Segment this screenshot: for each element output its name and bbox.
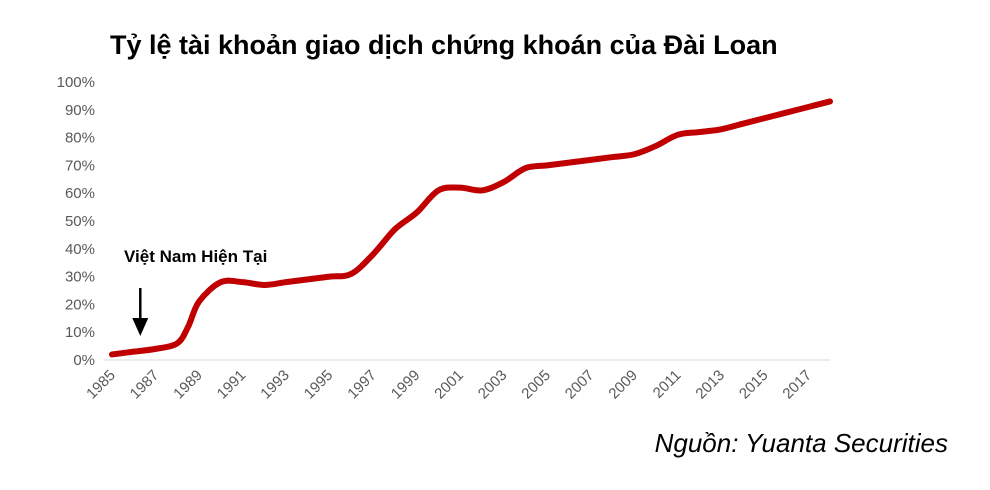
y-tick-label: 30%: [65, 269, 95, 286]
x-tick-label: 2007: [562, 367, 598, 403]
x-tick-label: 2003: [475, 367, 511, 403]
y-tick-label: 80%: [65, 130, 95, 147]
x-tick-label: 2001: [431, 367, 467, 403]
y-axis-tick-labels: 0% 10% 20% 30% 40% 50% 60% 70% 80% 90% 100%: [57, 74, 95, 369]
y-tick-label: 0%: [73, 352, 95, 369]
annotation-layer: Việt Nam Hiện Tại: [124, 247, 267, 336]
annotation-arrow-head: [132, 318, 149, 336]
x-tick-label: 2017: [779, 367, 815, 403]
x-tick-label: 1993: [257, 367, 293, 403]
y-tick-label: 100%: [57, 74, 95, 91]
y-tick-label: 90%: [65, 102, 95, 119]
y-tick-label: 70%: [65, 157, 95, 174]
x-tick-label: 1991: [214, 367, 250, 403]
series-layer: [109, 98, 833, 358]
annotation-label: Việt Nam Hiện Tại: [124, 247, 267, 266]
x-tick-label: 1987: [127, 367, 163, 403]
x-tick-label: 1989: [170, 367, 206, 403]
x-tick-label: 2005: [518, 367, 554, 403]
chart-title: Tỷ lệ tài khoản giao dịch chứng khoán củ…: [110, 30, 778, 60]
x-tick-label: 1997: [344, 367, 380, 403]
x-axis-tick-labels: 1985 1987 1989 1991 1993 1995 1997 1999 2001 2003…: [83, 367, 815, 403]
y-tick-label: 50%: [65, 213, 95, 230]
series-line: [109, 98, 833, 358]
x-tick-label: 2011: [650, 367, 685, 402]
x-tick-label: 1999: [388, 367, 424, 403]
x-tick-label: 2013: [692, 367, 728, 403]
y-tick-label: 40%: [65, 241, 95, 258]
y-tick-label: 20%: [65, 296, 95, 313]
x-tick-label: 2009: [605, 367, 641, 403]
x-tick-label: 2015: [736, 367, 772, 403]
y-tick-label: 10%: [65, 324, 95, 341]
x-tick-label: 1995: [301, 367, 337, 403]
x-tick-label: 1985: [83, 367, 119, 403]
source-note: Nguồn: Yuanta Securities: [654, 428, 948, 458]
y-tick-label: 60%: [65, 185, 95, 202]
